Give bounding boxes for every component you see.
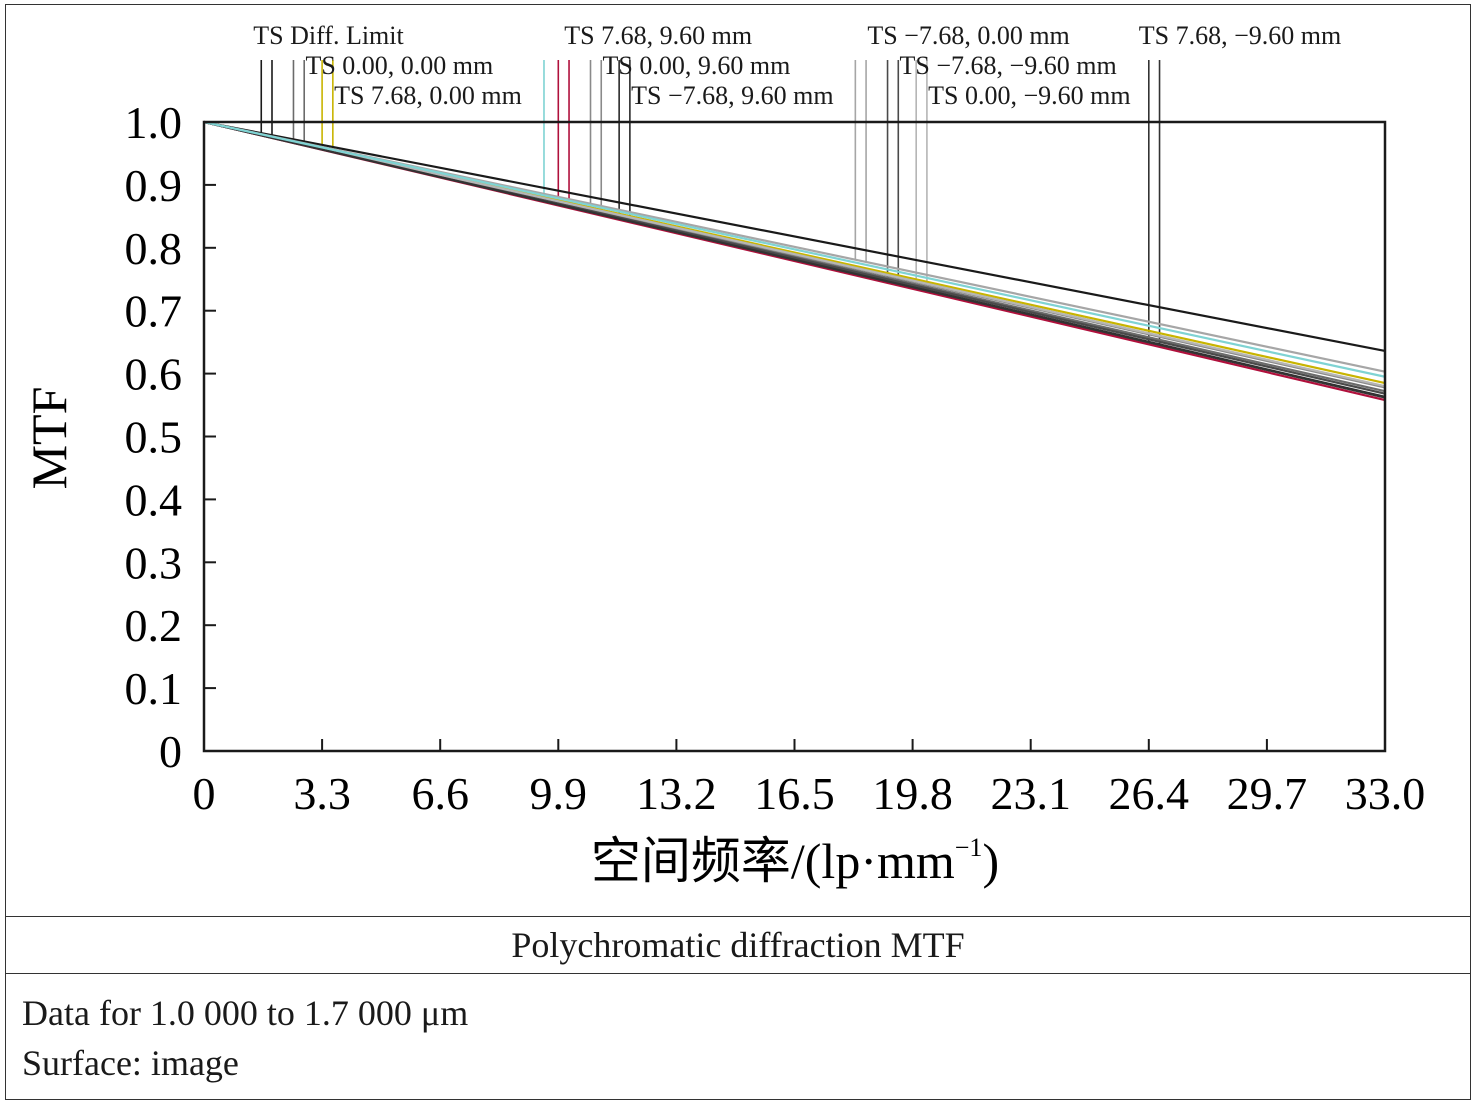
info-block: Data for 1.0 000 to 1.7 000 μm Surface: … [22,988,468,1088]
series-line [203,120,1386,353]
chart-title: Polychromatic diffraction MTF [5,916,1471,974]
y-tick-label: 0.8 [125,223,183,274]
x-axis-label-sup: −1 [955,833,983,862]
y-tick-label: 1.0 [125,97,183,148]
x-tick-label: 16.5 [754,768,835,819]
y-tick-label: 0.3 [125,537,183,588]
y-tick-label: 0 [159,726,182,777]
x-tick-label: 3.3 [293,768,351,819]
x-tick-label: 29.7 [1227,768,1308,819]
surface-label: Surface: image [22,1043,239,1083]
legend-label: TS 7.68, 0.00 mm [334,81,522,110]
x-tick-label: 13.2 [636,768,717,819]
y-tick-label: 0.1 [125,663,183,714]
y-tick-label: 0.2 [125,600,183,651]
y-tick-label: 0.7 [125,286,183,337]
legend-label: TS 7.68, 9.60 mm [564,21,752,50]
y-axis-ticks: 0 0.1 0.2 0.3 0.4 0.5 0.6 0.7 0.8 0.9 1.0 [125,97,216,777]
x-tick-label: 23.1 [990,768,1071,819]
legend-label: TS Diff. Limit [253,21,404,50]
x-tick-label: 6.6 [411,768,469,819]
x-tick-label: 9.9 [530,768,588,819]
y-tick-label: 0.5 [125,412,183,463]
x-tick-label: 33.0 [1345,768,1426,819]
legend-label: TS 0.00, 0.00 mm [305,51,493,80]
legend-label: TS 7.68, −9.60 mm [1139,21,1341,50]
legend-label: TS 0.00, −9.60 mm [928,81,1130,110]
y-tick-label: 0.6 [125,349,183,400]
plot-area [202,120,1387,753]
x-tick-label: 26.4 [1109,768,1190,819]
x-axis-ticks: 0 3.3 6.6 9.9 13.2 16.5 19.8 23.1 26.4 29.7 33.0 [193,739,1426,819]
y-tick-label: 0.9 [125,160,183,211]
series-lines [203,120,1386,402]
x-axis-label-main: 空间频率/(lp·mm [591,833,955,889]
series-line [203,120,1386,399]
legend-label: TS −7.68, 9.60 mm [631,81,833,110]
y-axis-label: MTF [21,387,77,490]
series-line [203,120,1386,388]
legend-label: TS −7.68, 0.00 mm [867,21,1069,50]
series-line [203,120,1386,378]
x-tick-label: 0 [193,768,216,819]
wavelength-range: Data for 1.0 000 to 1.7 000 μm [22,993,469,1033]
legend-label: TS 0.00, 9.60 mm [603,51,791,80]
y-tick-label: 0.4 [125,474,183,525]
chart-frame [5,4,1471,1100]
x-axis-label-close: ) [982,833,999,889]
legend-label: TS −7.68, −9.60 mm [900,51,1117,80]
x-axis-label: 空间频率/(lp·mm−1) [591,833,999,889]
x-tick-label: 19.8 [872,768,953,819]
